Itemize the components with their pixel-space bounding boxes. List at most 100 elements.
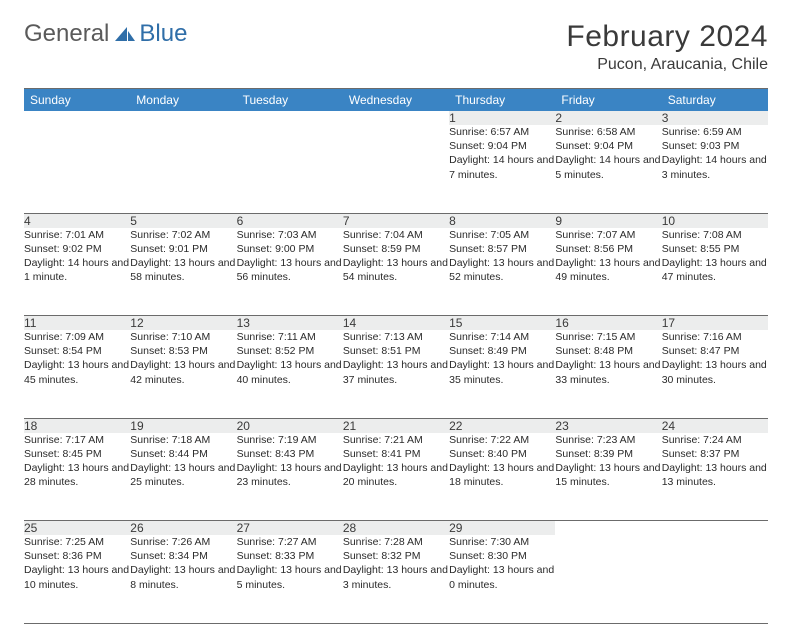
sunset-line: Sunset: 9:04 PM: [555, 139, 661, 153]
logo: General Blue: [24, 20, 187, 48]
day-number-cell: 20: [237, 418, 343, 433]
day-content-cell: Sunrise: 7:30 AMSunset: 8:30 PMDaylight:…: [449, 535, 555, 623]
day-number-cell: 29: [449, 521, 555, 536]
daylight-line: Daylight: 13 hours and 3 minutes.: [343, 563, 449, 591]
sunrise-line: Sunrise: 7:28 AM: [343, 535, 449, 549]
sunrise-line: Sunrise: 7:03 AM: [237, 228, 343, 242]
day-content-cell: [130, 125, 236, 213]
sunrise-line: Sunrise: 7:23 AM: [555, 433, 661, 447]
daylight-line: Daylight: 13 hours and 54 minutes.: [343, 256, 449, 284]
day-content-cell: Sunrise: 6:57 AMSunset: 9:04 PMDaylight:…: [449, 125, 555, 213]
day-number-cell: [555, 521, 661, 536]
daylight-line: Daylight: 13 hours and 13 minutes.: [662, 461, 768, 489]
sunset-line: Sunset: 8:48 PM: [555, 344, 661, 358]
day-content-row: Sunrise: 7:17 AMSunset: 8:45 PMDaylight:…: [24, 433, 768, 521]
day-content-cell: [24, 125, 130, 213]
day-content-cell: [555, 535, 661, 623]
sunrise-line: Sunrise: 6:59 AM: [662, 125, 768, 139]
day-number-cell: 27: [237, 521, 343, 536]
sunset-line: Sunset: 8:53 PM: [130, 344, 236, 358]
day-content-cell: [343, 125, 449, 213]
day-number-cell: [237, 111, 343, 125]
day-content-cell: Sunrise: 7:15 AMSunset: 8:48 PMDaylight:…: [555, 330, 661, 418]
day-content-cell: Sunrise: 7:09 AMSunset: 8:54 PMDaylight:…: [24, 330, 130, 418]
day-content-cell: Sunrise: 7:17 AMSunset: 8:45 PMDaylight:…: [24, 433, 130, 521]
daylight-line: Daylight: 13 hours and 0 minutes.: [449, 563, 555, 591]
sunrise-line: Sunrise: 7:24 AM: [662, 433, 768, 447]
daylight-line: Daylight: 13 hours and 5 minutes.: [237, 563, 343, 591]
day-content-cell: Sunrise: 7:02 AMSunset: 9:01 PMDaylight:…: [130, 228, 236, 316]
daylight-line: Daylight: 13 hours and 47 minutes.: [662, 256, 768, 284]
daylight-line: Daylight: 13 hours and 58 minutes.: [130, 256, 236, 284]
day-content-cell: Sunrise: 7:14 AMSunset: 8:49 PMDaylight:…: [449, 330, 555, 418]
logo-general-text: General: [24, 20, 109, 48]
day-content-cell: Sunrise: 7:07 AMSunset: 8:56 PMDaylight:…: [555, 228, 661, 316]
day-number-cell: 6: [237, 213, 343, 228]
sunrise-line: Sunrise: 7:22 AM: [449, 433, 555, 447]
day-content-cell: Sunrise: 7:23 AMSunset: 8:39 PMDaylight:…: [555, 433, 661, 521]
day-number-cell: 2: [555, 111, 661, 125]
sunset-line: Sunset: 8:51 PM: [343, 344, 449, 358]
day-content-cell: [662, 535, 768, 623]
day-content-row: Sunrise: 6:57 AMSunset: 9:04 PMDaylight:…: [24, 125, 768, 213]
daylight-line: Daylight: 13 hours and 56 minutes.: [237, 256, 343, 284]
day-content-row: Sunrise: 7:25 AMSunset: 8:36 PMDaylight:…: [24, 535, 768, 623]
day-content-cell: Sunrise: 6:58 AMSunset: 9:04 PMDaylight:…: [555, 125, 661, 213]
sunrise-line: Sunrise: 7:21 AM: [343, 433, 449, 447]
day-number-cell: 15: [449, 316, 555, 331]
sunset-line: Sunset: 8:56 PM: [555, 242, 661, 256]
day-number-cell: 9: [555, 213, 661, 228]
sunset-line: Sunset: 8:54 PM: [24, 344, 130, 358]
weekday-header: Monday: [130, 89, 236, 112]
sunrise-line: Sunrise: 7:13 AM: [343, 330, 449, 344]
sunset-line: Sunset: 8:49 PM: [449, 344, 555, 358]
sunset-line: Sunset: 8:45 PM: [24, 447, 130, 461]
daylight-line: Daylight: 14 hours and 1 minute.: [24, 256, 130, 284]
sunset-line: Sunset: 8:43 PM: [237, 447, 343, 461]
sunrise-line: Sunrise: 7:30 AM: [449, 535, 555, 549]
day-number-cell: 21: [343, 418, 449, 433]
daylight-line: Daylight: 13 hours and 42 minutes.: [130, 358, 236, 386]
sunrise-line: Sunrise: 7:02 AM: [130, 228, 236, 242]
day-content-cell: Sunrise: 7:28 AMSunset: 8:32 PMDaylight:…: [343, 535, 449, 623]
sunset-line: Sunset: 8:47 PM: [662, 344, 768, 358]
sunset-line: Sunset: 8:36 PM: [24, 549, 130, 563]
sunset-line: Sunset: 8:37 PM: [662, 447, 768, 461]
sunrise-line: Sunrise: 7:18 AM: [130, 433, 236, 447]
sunset-line: Sunset: 9:02 PM: [24, 242, 130, 256]
day-content-cell: Sunrise: 7:13 AMSunset: 8:51 PMDaylight:…: [343, 330, 449, 418]
weekday-header: Tuesday: [237, 89, 343, 112]
sunset-line: Sunset: 8:32 PM: [343, 549, 449, 563]
day-number-cell: 13: [237, 316, 343, 331]
day-content-cell: Sunrise: 7:08 AMSunset: 8:55 PMDaylight:…: [662, 228, 768, 316]
day-number-cell: 24: [662, 418, 768, 433]
daylight-line: Daylight: 13 hours and 18 minutes.: [449, 461, 555, 489]
sunrise-line: Sunrise: 7:11 AM: [237, 330, 343, 344]
sunset-line: Sunset: 8:44 PM: [130, 447, 236, 461]
daylight-line: Daylight: 13 hours and 20 minutes.: [343, 461, 449, 489]
weekday-header: Sunday: [24, 89, 130, 112]
sunset-line: Sunset: 8:41 PM: [343, 447, 449, 461]
weekday-header: Thursday: [449, 89, 555, 112]
daylight-line: Daylight: 13 hours and 52 minutes.: [449, 256, 555, 284]
day-number-cell: 16: [555, 316, 661, 331]
day-number-row: 2526272829: [24, 521, 768, 536]
day-content-cell: Sunrise: 7:25 AMSunset: 8:36 PMDaylight:…: [24, 535, 130, 623]
day-number-cell: [130, 111, 236, 125]
weekday-header: Wednesday: [343, 89, 449, 112]
sunrise-line: Sunrise: 7:27 AM: [237, 535, 343, 549]
day-number-cell: [343, 111, 449, 125]
day-content-cell: Sunrise: 7:26 AMSunset: 8:34 PMDaylight:…: [130, 535, 236, 623]
day-content-cell: Sunrise: 7:04 AMSunset: 8:59 PMDaylight:…: [343, 228, 449, 316]
sunset-line: Sunset: 8:30 PM: [449, 549, 555, 563]
day-number-cell: 26: [130, 521, 236, 536]
daylight-line: Daylight: 13 hours and 10 minutes.: [24, 563, 130, 591]
sunset-line: Sunset: 9:01 PM: [130, 242, 236, 256]
sunrise-line: Sunrise: 7:10 AM: [130, 330, 236, 344]
day-content-cell: Sunrise: 7:16 AMSunset: 8:47 PMDaylight:…: [662, 330, 768, 418]
daylight-line: Daylight: 13 hours and 33 minutes.: [555, 358, 661, 386]
day-content-cell: Sunrise: 7:22 AMSunset: 8:40 PMDaylight:…: [449, 433, 555, 521]
sunrise-line: Sunrise: 7:04 AM: [343, 228, 449, 242]
daylight-line: Daylight: 13 hours and 25 minutes.: [130, 461, 236, 489]
sunset-line: Sunset: 8:57 PM: [449, 242, 555, 256]
